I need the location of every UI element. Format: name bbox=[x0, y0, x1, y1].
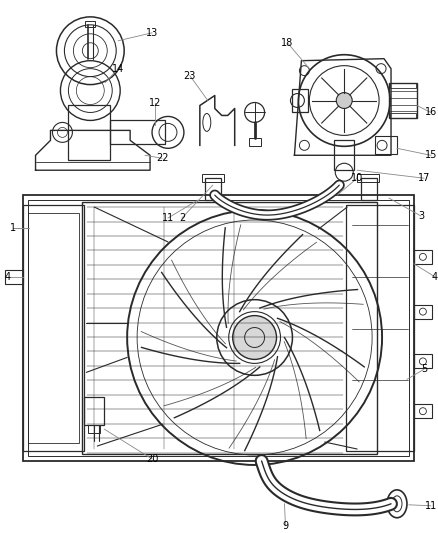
Text: 11: 11 bbox=[162, 213, 174, 223]
Bar bbox=[361, 178, 377, 200]
Bar bbox=[334, 140, 354, 170]
Bar bbox=[346, 205, 414, 451]
Circle shape bbox=[233, 316, 276, 359]
Text: 12: 12 bbox=[149, 98, 161, 108]
Text: 14: 14 bbox=[112, 63, 124, 74]
Bar bbox=[414, 250, 432, 264]
Bar bbox=[23, 195, 414, 461]
Text: 15: 15 bbox=[425, 150, 437, 160]
Bar bbox=[28, 200, 409, 456]
Text: 10: 10 bbox=[351, 173, 363, 183]
Bar bbox=[88, 425, 100, 433]
Bar bbox=[85, 21, 95, 27]
Text: 4: 4 bbox=[5, 272, 11, 282]
Bar bbox=[82, 202, 377, 454]
Bar bbox=[23, 205, 85, 451]
Bar bbox=[68, 106, 110, 160]
Text: 18: 18 bbox=[281, 38, 293, 48]
Bar bbox=[293, 88, 308, 112]
Bar bbox=[357, 174, 379, 182]
Bar bbox=[414, 305, 432, 319]
Text: 22: 22 bbox=[156, 154, 168, 163]
Bar bbox=[249, 139, 261, 147]
Bar bbox=[85, 397, 104, 425]
Text: 23: 23 bbox=[184, 71, 196, 80]
Text: 1: 1 bbox=[10, 223, 16, 233]
Bar bbox=[202, 174, 224, 182]
Bar bbox=[414, 404, 432, 418]
Text: 13: 13 bbox=[146, 28, 158, 38]
Bar bbox=[28, 213, 79, 443]
Text: 20: 20 bbox=[146, 454, 158, 464]
Circle shape bbox=[240, 324, 268, 351]
Text: 3: 3 bbox=[418, 211, 424, 221]
Bar bbox=[5, 270, 23, 284]
Bar bbox=[375, 136, 397, 154]
Bar bbox=[390, 83, 416, 87]
Text: 2: 2 bbox=[179, 213, 185, 223]
Circle shape bbox=[336, 93, 352, 109]
Bar bbox=[110, 120, 165, 144]
Text: 11: 11 bbox=[425, 501, 437, 511]
Text: 17: 17 bbox=[418, 173, 430, 183]
Bar bbox=[205, 178, 221, 200]
Text: 16: 16 bbox=[425, 108, 437, 117]
Text: 4: 4 bbox=[432, 272, 438, 282]
Bar bbox=[414, 354, 432, 368]
Bar bbox=[389, 83, 417, 118]
Text: 9: 9 bbox=[283, 521, 289, 531]
Bar bbox=[390, 114, 416, 118]
Text: 5: 5 bbox=[421, 365, 427, 374]
